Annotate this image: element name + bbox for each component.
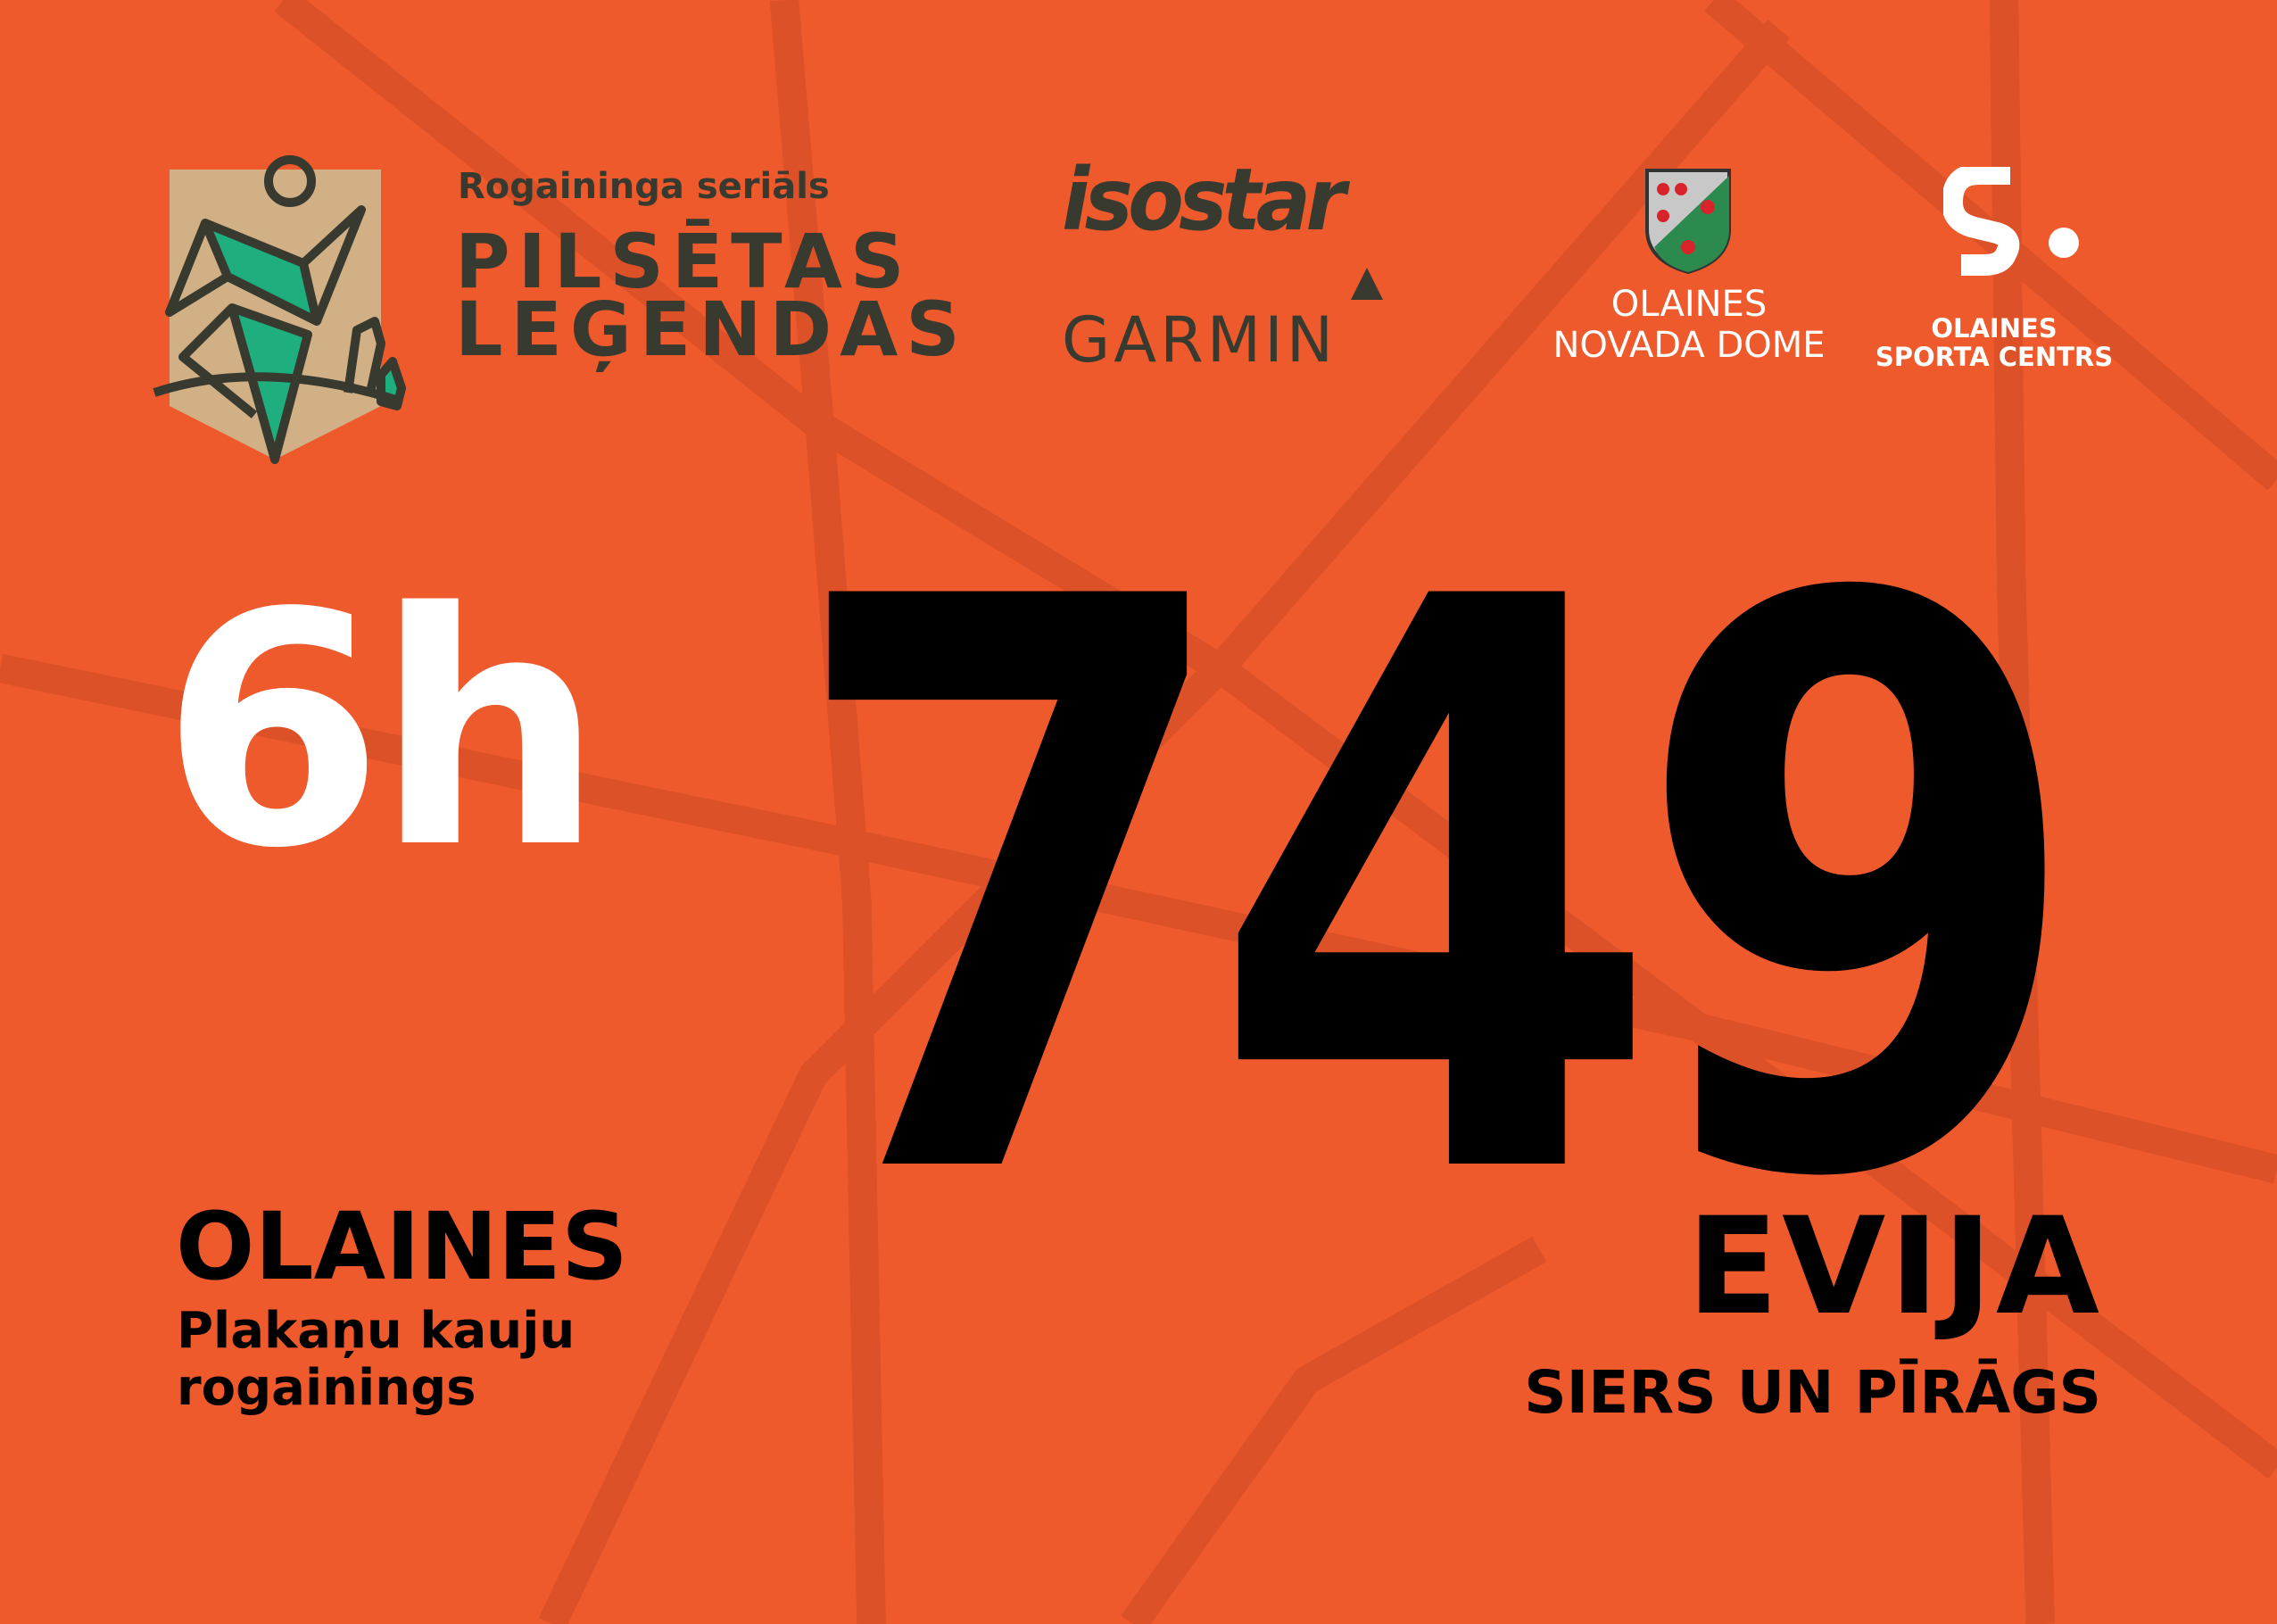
series-subtitle: Rogaininga seriāls [458, 166, 830, 207]
garmin-logo: GARMIN [1062, 303, 1337, 377]
council-line2: NOVADA DOME [1552, 325, 1826, 366]
series-title-line2: LEĢENDAS [455, 286, 968, 373]
olaines-novada-dome-logo: OLAINES NOVADA DOME [1511, 284, 1867, 366]
map-line [769, 0, 886, 1624]
event-city: OLAINES [176, 1192, 628, 1301]
sports-centre-line1: OLAINES [1931, 313, 2058, 344]
series-title-line1: PILSĒTAS [455, 218, 913, 305]
garmin-triangle-icon [1351, 268, 1383, 300]
event-name-line2: rogainings [177, 1359, 476, 1417]
event-name: Plakaņu kauju rogainings [177, 1303, 575, 1417]
olaine-coat-of-arms-icon [1645, 169, 1731, 274]
race-category: 6h [161, 544, 604, 918]
olaines-sporta-centrs-logo: OLAINES SPORTA CENTRS [1860, 314, 2128, 371]
map-line [0, 653, 2277, 1184]
bib-number: 749 [785, 435, 2086, 1349]
sports-centre-line2: SPORTA CENTRS [1875, 342, 2114, 372]
council-line1: OLAINES [1610, 284, 1768, 325]
map-line [538, 19, 1790, 1624]
pilsetas-legendas-emblem [153, 155, 406, 464]
series-title: PILSĒTAS LEĢENDAS [455, 218, 968, 373]
sports-centre-s-icon [1943, 167, 2079, 276]
map-line [1121, 1236, 1547, 1624]
event-name-line1: Plakaņu kauju [177, 1302, 575, 1360]
map-line [1989, 0, 2055, 1624]
isostar-logo: isostar [1062, 150, 1346, 250]
team-name: SIERS UN PĪRĀGS [1524, 1358, 2101, 1427]
participant-name: EVIJA [1686, 1189, 2103, 1345]
